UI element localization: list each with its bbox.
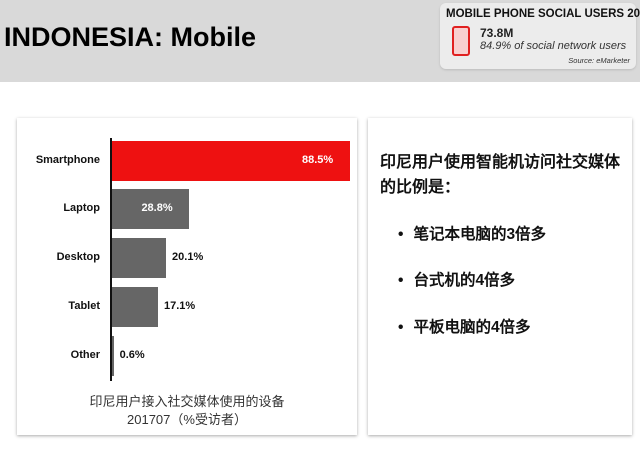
category-label: Other — [70, 349, 100, 361]
bar-tablet — [112, 287, 158, 327]
info-subtitle: 84.9% of social network users — [480, 40, 627, 52]
page-title: INDONESIA: Mobile — [4, 22, 257, 52]
y-axis-line — [110, 138, 112, 381]
bullet-item: 平板电脑的4倍多 — [398, 315, 530, 337]
side-heading: 印尼用户使用智能机访问社交媒体的比例是： — [380, 154, 621, 196]
bar-desktop — [112, 238, 167, 278]
data-label: 17.1% — [163, 300, 196, 312]
bar-laptop — [112, 189, 190, 229]
data-label: 28.8% — [141, 202, 173, 214]
info-source: Source: eMarketer — [568, 56, 630, 65]
category-label: Laptop — [63, 202, 100, 214]
info-value: 73.8M — [480, 26, 514, 40]
category-label: Smartphone — [35, 154, 100, 166]
bullet-item: 笔记本电脑的3倍多 — [398, 222, 546, 244]
chart-caption-line2: 201707（%受访者） — [127, 412, 247, 427]
info-heading: MOBILE PHONE SOCIAL USERS 2017 — [446, 8, 640, 20]
bullet-item: 台式机的4倍多 — [398, 268, 515, 290]
header-band: INDONESIA: Mobile MOBILE PHONE SOCIAL US… — [0, 0, 640, 82]
data-label: 0.6% — [119, 349, 145, 361]
info-box: MOBILE PHONE SOCIAL USERS 2017 73.8M 84.… — [440, 3, 640, 69]
bar-other — [112, 336, 114, 376]
data-label: 88.5% — [302, 154, 334, 166]
data-label: 20.1% — [172, 251, 204, 263]
phone-icon — [452, 26, 470, 56]
category-label: Tablet — [68, 300, 100, 312]
bar-smartphone — [112, 141, 350, 181]
category-label: Desktop — [56, 251, 100, 263]
chart-caption-line1: 印尼用户接入社交媒体使用的设备 — [89, 394, 285, 409]
